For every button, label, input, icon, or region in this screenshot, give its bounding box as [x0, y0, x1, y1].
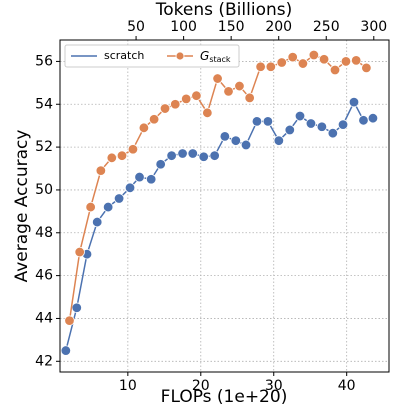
point	[273, 135, 285, 146]
point	[113, 193, 125, 204]
y-tick-label: 56	[35, 53, 53, 69]
point	[294, 110, 306, 122]
point	[124, 182, 136, 193]
point	[297, 58, 309, 69]
y-tick-label: 52	[35, 139, 53, 155]
point	[361, 62, 372, 74]
top-axis-label: Tokens (Billions)	[155, 0, 292, 20]
point	[198, 151, 209, 162]
top-tick-label: 200	[265, 19, 292, 35]
point	[85, 201, 96, 213]
point	[159, 103, 171, 114]
point	[106, 152, 117, 164]
point	[308, 49, 320, 61]
point	[255, 61, 266, 72]
point	[187, 148, 198, 159]
point	[244, 92, 255, 104]
top-tick-label: 100	[170, 19, 197, 35]
point	[145, 174, 157, 185]
point	[134, 171, 145, 183]
y-tick-label: 44	[35, 310, 53, 326]
legend-label: scratch	[104, 49, 144, 62]
point	[74, 246, 85, 258]
point	[191, 90, 202, 101]
point	[316, 121, 328, 132]
point	[209, 150, 220, 161]
y-axis-label: Average Accuracy	[12, 130, 32, 283]
point	[358, 115, 369, 126]
legend-label-main: G	[200, 49, 209, 63]
x-tick-label: 30	[265, 378, 283, 394]
point	[318, 54, 330, 65]
y-tick-label: 48	[35, 225, 53, 241]
point	[230, 135, 242, 146]
point	[219, 131, 231, 142]
point	[64, 315, 75, 326]
point	[148, 114, 160, 125]
x-tick-label: 10	[119, 378, 137, 394]
point	[166, 150, 177, 161]
point	[329, 64, 341, 76]
legend-label-sub: stack	[209, 55, 231, 64]
point	[367, 112, 379, 124]
point	[265, 61, 277, 72]
top-tick-label: 300	[360, 19, 387, 35]
x-tick-label: 40	[338, 378, 356, 394]
point	[240, 139, 252, 151]
top-tick-label: 50	[127, 19, 145, 35]
top-tick-label: 250	[313, 19, 340, 35]
y-tick-label: 42	[35, 353, 53, 369]
point	[284, 124, 295, 136]
point	[348, 96, 360, 108]
point	[116, 150, 128, 161]
point	[71, 302, 82, 313]
point	[155, 159, 166, 170]
point	[327, 127, 339, 139]
point	[212, 73, 223, 84]
point	[127, 144, 139, 155]
legend-marker	[175, 51, 185, 61]
y-tick-label: 46	[35, 268, 53, 284]
point	[95, 165, 107, 176]
point	[60, 345, 72, 356]
legend-box	[64, 44, 240, 68]
legend-label: Gstack	[200, 49, 231, 64]
point	[92, 216, 103, 228]
point	[177, 148, 188, 159]
point	[170, 99, 181, 110]
y-tick-label: 50	[35, 182, 53, 198]
point	[102, 201, 114, 213]
point	[138, 122, 150, 134]
series-line	[65, 100, 374, 351]
top-tick-label: 150	[218, 19, 245, 35]
x-tick-label: 20	[192, 378, 210, 394]
point	[234, 80, 245, 92]
point	[305, 118, 317, 129]
point	[202, 107, 213, 119]
point	[262, 116, 274, 127]
x-axis-label: FLOPs (1e+20)	[161, 387, 288, 407]
point	[251, 116, 263, 127]
point	[287, 51, 298, 63]
point	[350, 55, 362, 66]
point	[276, 57, 287, 68]
point	[337, 119, 349, 130]
point	[181, 93, 192, 105]
y-tick-label: 54	[35, 96, 53, 112]
series-line	[68, 54, 367, 321]
plot-frame	[59, 39, 390, 373]
point	[223, 86, 234, 97]
point	[340, 56, 352, 67]
